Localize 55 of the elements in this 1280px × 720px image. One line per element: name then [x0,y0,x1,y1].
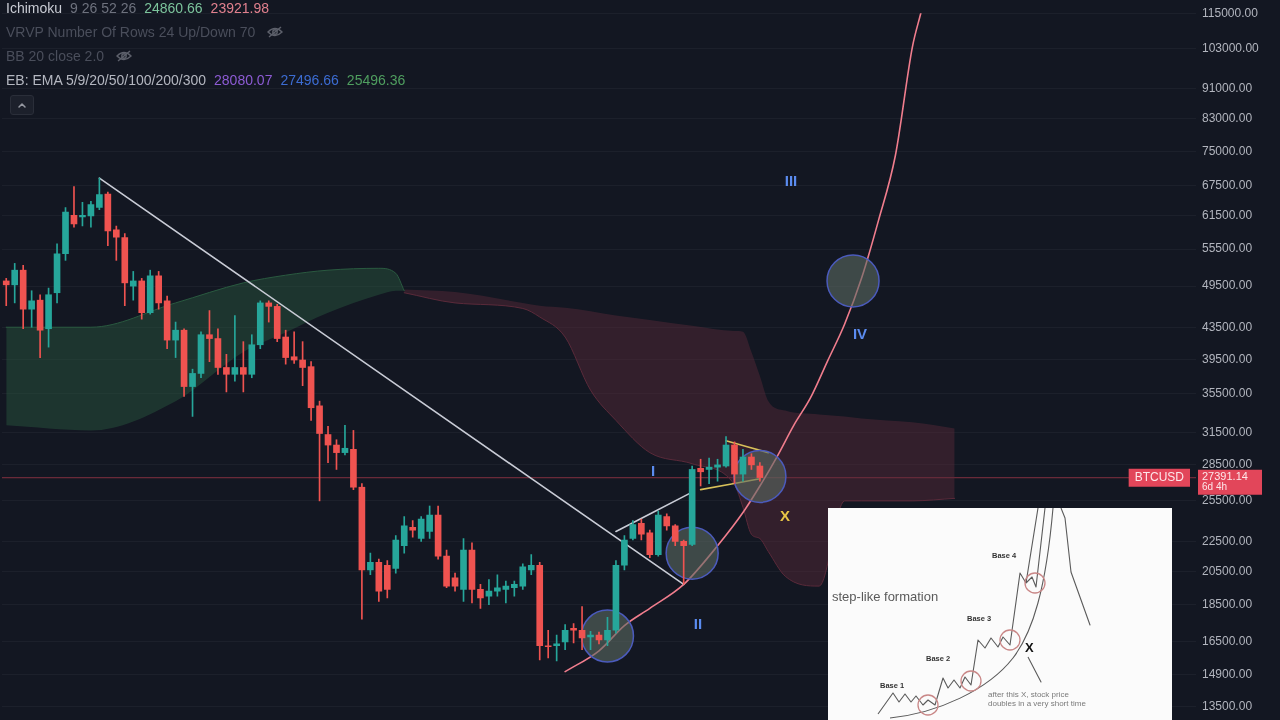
y-tick-label: 22500.00 [1202,533,1253,548]
y-tick-label: 18500.00 [1202,597,1253,612]
candlestick [129,271,137,301]
y-tick-label: 16500.00 [1202,634,1253,649]
candlestick [544,629,552,659]
candlestick [265,300,273,323]
y-tick-label: 25500.00 [1202,493,1253,508]
y-tick-label: 75000.00 [1202,143,1253,158]
candlestick [409,520,417,538]
y-tick-label: 14900.00 [1202,667,1253,682]
y-tick-label: 61500.00 [1202,208,1253,223]
annotation: 23921.98 [210,0,270,16]
annotation: VRVP Number Of Rows 24 Up/Down 70 [6,24,256,40]
ref-line-label: BTCUSD [1134,470,1185,485]
annotation: I [650,461,656,479]
annotation: EB: EMA 5/9/20/50/100/200/300 [6,72,207,88]
candlestick [341,425,349,456]
y-tick-label: 13500.00 [1202,699,1253,714]
y-tick-label: 43500.00 [1202,320,1253,335]
annotation: 28080.07 [214,72,273,88]
y-tick-label: 39500.00 [1202,351,1253,366]
y-tick-label: 49500.00 [1202,278,1253,293]
y-tick-label: 115000.00 [1202,5,1259,20]
annotation: 27496.66 [280,72,339,88]
text: 27391.14 [1202,469,1248,482]
candlestick [527,554,535,576]
annotation: X [1025,640,1034,656]
annotation: 9 26 52 26 [70,0,137,16]
y-tick-label: 67500.00 [1202,178,1253,193]
y-tick-label: 28500.00 [1202,457,1253,472]
point [826,254,880,308]
candlestick [705,457,713,484]
y-tick-label: 35500.00 [1202,386,1253,401]
annotation: BB 20 close 2.0 [6,48,105,64]
line-series [5,267,405,328]
annotation: Ichimoku [6,0,63,16]
candlestick [112,225,120,261]
annotation: after this X, stock price doubles in a very short time [988,690,1087,709]
annotation: 25496.36 [346,72,406,88]
annotation: 24860.66 [144,0,203,16]
y-tick-label: 20500.00 [1202,563,1253,578]
candlestick [2,278,10,306]
y-tick-label: 55500.00 [1202,241,1253,256]
y-tick-label: 103000.00 [1202,41,1260,56]
y-tick-label: 91000.00 [1202,81,1253,96]
text: 6d 4h [1202,481,1228,493]
candlestick [231,315,239,382]
annotation: IV [852,324,868,342]
text: step-like formation [832,589,939,605]
y-tick-label: 31500.00 [1202,424,1253,439]
candlestick [290,331,298,364]
annotation: X [779,506,791,524]
y-tick-label: 83000.00 [1202,111,1253,126]
annotation: III [784,171,798,189]
annotation: II [693,614,703,632]
